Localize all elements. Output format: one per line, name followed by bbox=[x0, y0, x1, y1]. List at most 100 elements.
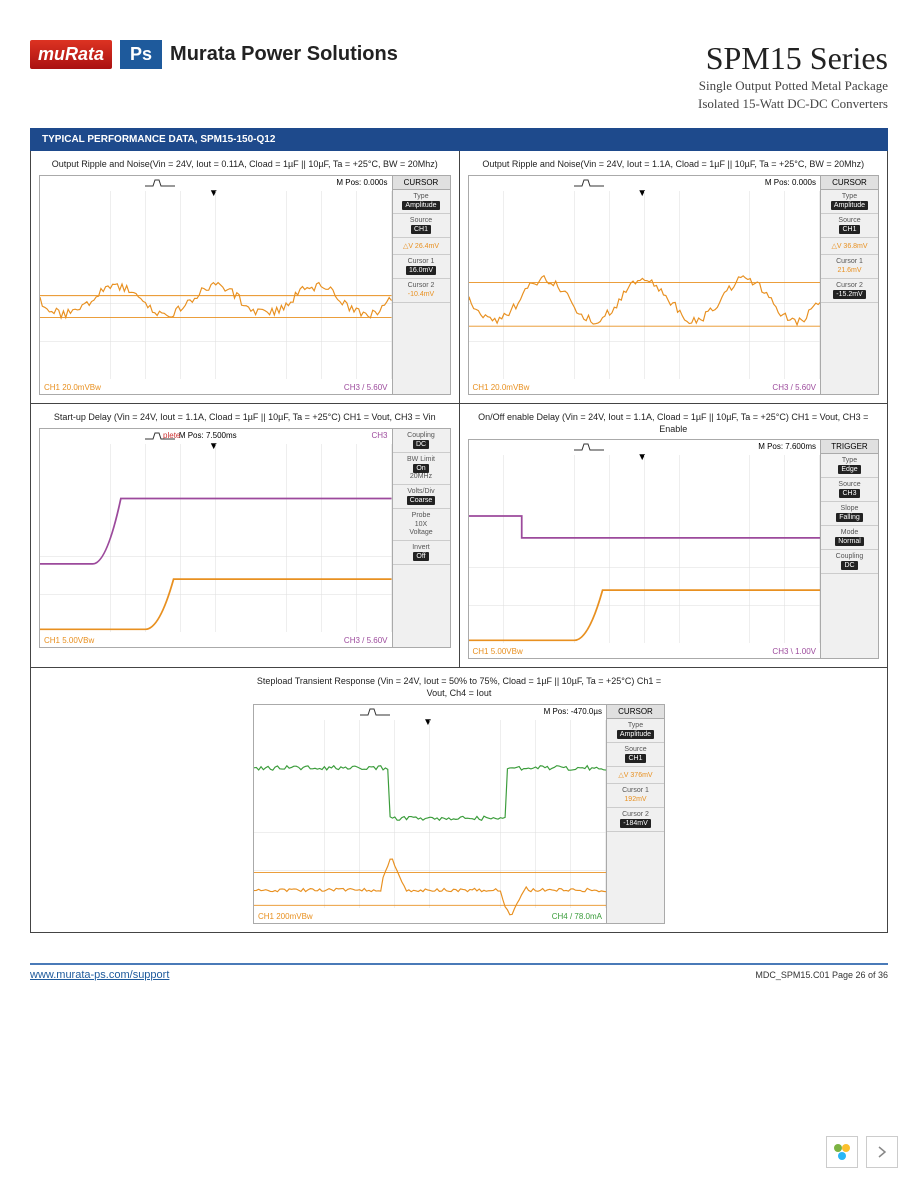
sidebar-label: Coupling bbox=[395, 432, 448, 439]
sidebar-item: BW LimitOn20MHz bbox=[393, 453, 450, 485]
subtitle-1: Single Output Potted Metal Package bbox=[698, 77, 888, 95]
sidebar-label: Type bbox=[823, 457, 876, 464]
trigger-icon bbox=[145, 178, 175, 188]
scope-plot: M Pos: -470.0µs▼CH1 200mVBwCH4 / 78.0mA bbox=[254, 705, 606, 923]
sidebar-header: CURSOR bbox=[393, 176, 450, 190]
trigger-icon bbox=[360, 707, 390, 717]
sidebar-item: Probe10XVoltage bbox=[393, 509, 450, 541]
sidebar-label: Slope bbox=[823, 505, 876, 512]
m-pos: M Pos: 0.000s bbox=[765, 178, 816, 187]
sidebar-value: CH1 bbox=[411, 225, 431, 234]
sidebar-item: Cursor 2-184mV bbox=[607, 808, 664, 832]
sidebar-label: Cursor 1 bbox=[609, 787, 662, 794]
murata-logo: muRata bbox=[30, 40, 112, 69]
series-title: SPM15 Series bbox=[698, 40, 888, 77]
sidebar-label: Cursor 1 bbox=[823, 258, 876, 265]
sidebar-header: CURSOR bbox=[821, 176, 878, 190]
sidebar-value: Off bbox=[413, 552, 428, 561]
next-page-icon[interactable] bbox=[866, 1136, 898, 1168]
page-number: MDC_SPM15.C01 Page 26 of 36 bbox=[755, 970, 888, 980]
scope-bottom-bar: CH1 20.0mVBw CH3 / 5.60V bbox=[44, 383, 388, 392]
sidebar-item: CouplingDC bbox=[393, 429, 450, 453]
sidebar-item: InvertOff bbox=[393, 541, 450, 565]
oscilloscope-display: M Pos: 7.600ms▼CH1 5.00VBwCH3 \ 1.00VTRI… bbox=[468, 439, 880, 659]
sidebar-item: TypeEdge bbox=[821, 454, 878, 478]
top-right-label: CH3 bbox=[371, 431, 387, 440]
sidebar-value: Amplitude bbox=[831, 201, 868, 210]
scope-top-bar: M Pos: -470.0µs bbox=[254, 707, 606, 716]
scope-bottom-bar: CH1 5.00VBwCH3 \ 1.00V bbox=[473, 647, 817, 656]
scope-plot: M Pos: 7.600ms▼CH1 5.00VBwCH3 \ 1.00V bbox=[469, 440, 821, 658]
ch-right-label: CH3 / 5.60V bbox=[344, 383, 388, 392]
m-pos: M Pos: 0.000s bbox=[336, 178, 387, 187]
sidebar-value: △V 36.8mV bbox=[828, 241, 870, 251]
sidebar-sub: 20MHz bbox=[395, 473, 448, 480]
scope-top-bar: pleteM Pos: 7.500msCH3 bbox=[40, 431, 392, 440]
logo-area: muRata Ps Murata Power Solutions bbox=[30, 40, 398, 69]
sidebar-label: Type bbox=[395, 193, 448, 200]
sidebar-header: TRIGGER bbox=[821, 440, 878, 454]
charts-container: Output Ripple and Noise(Vin = 24V, Iout … bbox=[30, 151, 888, 932]
scope-sidebar: CURSORTypeAmplitudeSourceCH1△V 36.8mVCur… bbox=[820, 176, 878, 394]
scope-top-bar: M Pos: 0.000s bbox=[469, 178, 821, 187]
sidebar-value: CH3 bbox=[839, 489, 859, 498]
ch-right-label: CH3 \ 1.00V bbox=[772, 647, 816, 656]
scope-bottom-bar: CH1 200mVBw CH4 / 78.0mA bbox=[258, 912, 602, 921]
sidebar-value: 10X bbox=[412, 520, 430, 529]
sidebar-value: CH1 bbox=[625, 754, 645, 763]
scope-sidebar: CouplingDCBW LimitOn20MHzVolts/DivCoarse… bbox=[392, 429, 450, 647]
sidebar-item: Cursor 1192mV bbox=[607, 784, 664, 808]
chart-title: On/Off enable Delay (Vin = 24V, Iout = 1… bbox=[468, 412, 880, 435]
chart-cell-1: Output Ripple and Noise(Vin = 24V, Iout … bbox=[460, 151, 888, 403]
sidebar-item: SourceCH1 bbox=[607, 743, 664, 767]
scope-plot: pleteM Pos: 7.500msCH3▼CH1 5.00VBwCH3 / … bbox=[40, 429, 392, 647]
sidebar-item: Volts/DivCoarse bbox=[393, 485, 450, 509]
title-area: SPM15 Series Single Output Potted Metal … bbox=[698, 40, 888, 113]
sidebar-item: SourceCH1 bbox=[393, 214, 450, 238]
ps-logo: Ps bbox=[120, 40, 162, 69]
scope-sidebar: CURSORTypeAmplitudeSourceCH1△V 376mVCurs… bbox=[606, 705, 664, 923]
oscilloscope-display: M Pos: -470.0µs▼CH1 200mVBwCH4 / 78.0mAC… bbox=[253, 704, 665, 924]
subtitle-2: Isolated 15-Watt DC-DC Converters bbox=[698, 95, 888, 113]
sidebar-value: -15.2mV bbox=[833, 290, 865, 299]
ch-left-label: CH1 200mVBw bbox=[258, 912, 313, 921]
sidebar-item: △V 376mV bbox=[607, 767, 664, 784]
sidebar-value: Coarse bbox=[407, 496, 436, 505]
app-icon[interactable] bbox=[826, 1136, 858, 1168]
sidebar-value: DC bbox=[841, 561, 857, 570]
ch-left-label: CH1 20.0mVBw bbox=[473, 383, 530, 392]
trigger-icon bbox=[574, 178, 604, 188]
m-pos: M Pos: 7.500ms bbox=[179, 431, 237, 440]
scope-bottom-bar: CH1 20.0mVBwCH3 / 5.60V bbox=[473, 383, 817, 392]
sidebar-label: BW Limit bbox=[395, 456, 448, 463]
sidebar-item: Cursor 116.0mV bbox=[393, 255, 450, 279]
sidebar-item: Cursor 2-15.2mV bbox=[821, 279, 878, 303]
sidebar-value: 21.6mV bbox=[834, 266, 864, 275]
scope-sidebar: CURSORTypeAmplitudeSourceCH1△V 26.4mVCur… bbox=[392, 176, 450, 394]
support-link[interactable]: www.murata-ps.com/support bbox=[30, 969, 169, 981]
sidebar-item: SlopeFalling bbox=[821, 502, 878, 526]
ch-left-label: CH1 20.0mVBw bbox=[44, 383, 101, 392]
sidebar-label: Source bbox=[823, 217, 876, 224]
sidebar-item: TypeAmplitude bbox=[393, 190, 450, 214]
scope-plot: M Pos: 0.000s▼CH1 20.0mVBwCH3 / 5.60V bbox=[40, 176, 392, 394]
sidebar-label: Probe bbox=[395, 512, 448, 519]
sidebar-value: Edge bbox=[838, 465, 860, 474]
footer: www.murata-ps.com/support MDC_SPM15.C01 … bbox=[30, 963, 888, 981]
sidebar-label: Mode bbox=[823, 529, 876, 536]
sidebar-label: Cursor 2 bbox=[823, 282, 876, 289]
ch-right-label: CH3 / 5.60V bbox=[344, 636, 388, 645]
sidebar-sub: Voltage bbox=[395, 529, 448, 536]
sidebar-label: Coupling bbox=[823, 553, 876, 560]
scope-bottom-bar: CH1 5.00VBw CH3 / 5.60V bbox=[44, 636, 388, 645]
sidebar-label: Cursor 1 bbox=[395, 258, 448, 265]
sidebar-value: -184mV bbox=[620, 819, 651, 828]
sidebar-value: △V 376mV bbox=[615, 770, 655, 780]
sidebar-value: DC bbox=[413, 440, 429, 449]
ch-left-label: CH1 5.00VBw bbox=[44, 636, 94, 645]
ch-right-label: CH4 / 78.0mA bbox=[552, 912, 602, 921]
sidebar-item: SourceCH1 bbox=[821, 214, 878, 238]
m-pos: M Pos: 7.600ms bbox=[758, 442, 816, 451]
sidebar-value: Amplitude bbox=[617, 730, 654, 739]
sidebar-label: Source bbox=[609, 746, 662, 753]
